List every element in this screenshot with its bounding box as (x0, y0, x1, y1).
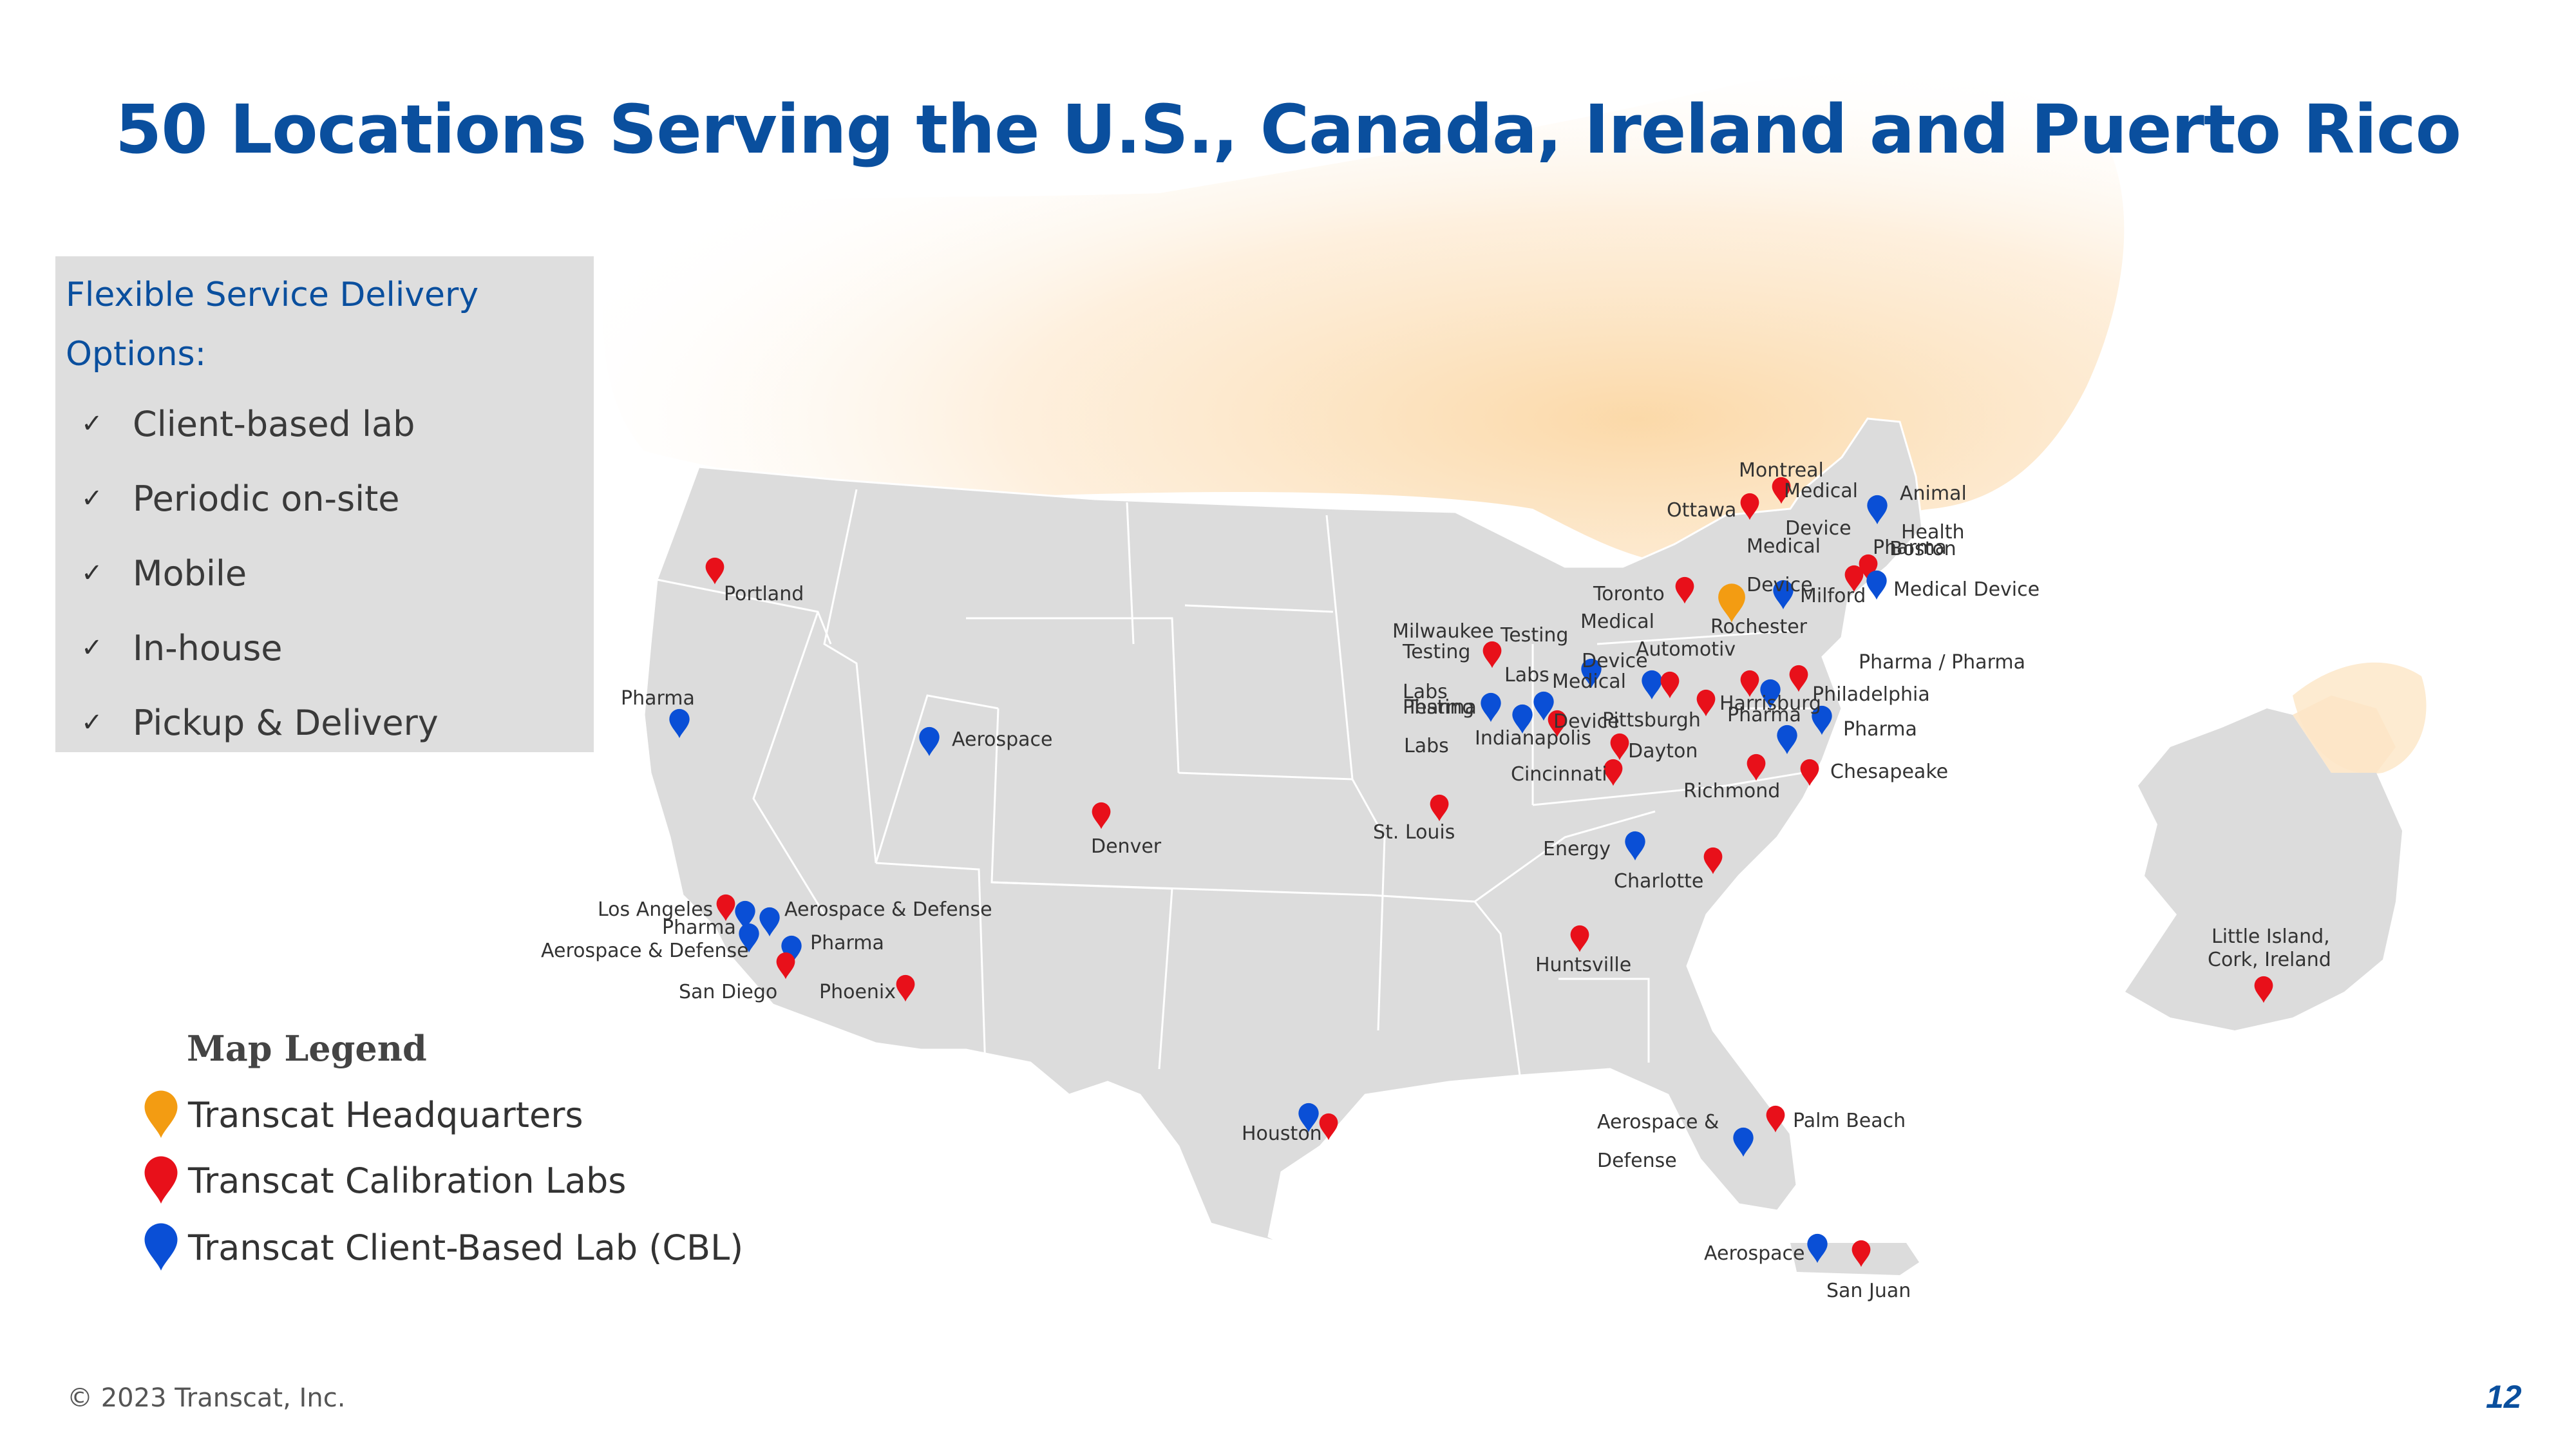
service-option-item: ✓ Pickup & Delivery (81, 697, 439, 748)
map-label: Palm Beach (1793, 1110, 1906, 1132)
legend-label: Transcat Client-Based Lab (CBL) (188, 1227, 744, 1268)
map-label: Chesapeake (1830, 761, 1948, 783)
service-options-panel: Flexible Service Delivery Options: ✓ Cli… (55, 256, 594, 752)
map-label: Indianapolis (1475, 727, 1591, 750)
checkmark-icon: ✓ (81, 633, 103, 663)
map-label: Ottawa (1667, 499, 1736, 522)
legend-item-headquarters: Transcat Headquarters (142, 1086, 583, 1144)
map-label: Houston (1242, 1122, 1322, 1145)
map-label: Cincinnati (1511, 763, 1607, 786)
map-label: Pittsburgh (1602, 709, 1701, 732)
blue-map-pin-icon (144, 1223, 178, 1271)
map-label: Aerospace & (1597, 1111, 1719, 1133)
map-label: Aerospace & Defense (541, 940, 749, 962)
map-label: Boston (1889, 538, 1956, 560)
map-label: Aerospace & Defense (784, 898, 992, 921)
map-label: Phoenix (819, 981, 896, 1003)
checkmark-icon: ✓ (81, 484, 103, 513)
map-label: Pharma (1843, 718, 1917, 741)
map-label: Dayton (1628, 740, 1698, 762)
service-option-label: In-house (133, 627, 283, 668)
map-label: Rochester (1710, 616, 1808, 638)
map-label: Aerospace (952, 728, 1053, 751)
map-label: Montreal (1739, 459, 1824, 482)
map-label: Little Island, (2211, 925, 2330, 948)
canada-landmass (603, 72, 2125, 568)
checkmark-icon: ✓ (81, 558, 103, 588)
map-label: Testing (1402, 641, 1470, 663)
copyright-notice: © 2023 Transcat, Inc. (67, 1383, 346, 1413)
map-label: Testing (1406, 696, 1474, 719)
page-number: 12 (2486, 1379, 2522, 1415)
service-option-label: Client-based lab (133, 403, 415, 444)
map-label: Portland (724, 583, 804, 605)
legend-label: Transcat Calibration Labs (188, 1160, 627, 1201)
map-label: Los Angeles (598, 898, 713, 921)
map-label: Pharma (1727, 704, 1801, 726)
state-boundaries (656, 489, 1823, 1076)
map-label: San Diego (679, 981, 777, 1003)
map-label: Device (1582, 650, 1648, 672)
legend-title: Map Legend (187, 1028, 427, 1069)
orange-map-pin-icon (144, 1090, 178, 1138)
service-option-label: Mobile (133, 553, 247, 594)
map-label: Pharma (1403, 696, 1477, 719)
checkmark-icon: ✓ (81, 409, 103, 439)
map-label: Automotiv (1636, 638, 1736, 661)
map-label: Pharma (1873, 536, 1947, 559)
map-label: Medical (1747, 535, 1821, 558)
map-label: Charlotte (1614, 870, 1703, 893)
map-label: Labs (1404, 735, 1449, 757)
map-label: Medical (1784, 480, 1858, 502)
map-label: Pharma (662, 916, 736, 939)
map-label: Cork, Ireland (2208, 949, 2331, 971)
ireland-landmass (2125, 708, 2402, 1030)
map-pin-boston-cbl[interactable] (1866, 570, 1887, 600)
map-label: Health (1901, 521, 1965, 544)
map-label: Medical Device (1893, 578, 2040, 601)
map-label: Device (1553, 710, 1620, 733)
map-label: Device (1785, 517, 1852, 540)
map-label: Denver (1091, 835, 1162, 858)
service-option-item: ✓ In-house (81, 622, 282, 674)
service-option-item: ✓ Client-based lab (81, 398, 415, 450)
red-map-pin-icon (144, 1156, 178, 1204)
map-label: St. Louis (1373, 821, 1455, 844)
map-label: Harrisburg (1719, 692, 1821, 715)
service-option-item: ✓ Periodic on-site (81, 473, 400, 524)
map-label: Richmond (1683, 780, 1780, 802)
service-option-label: Pickup & Delivery (133, 702, 439, 743)
service-option-item: ✓ Mobile (81, 547, 247, 599)
map-label: Medical (1580, 611, 1654, 633)
map-label: Milford (1800, 585, 1866, 607)
map-label: Labs (1504, 664, 1549, 687)
map-label: San Juan (1826, 1280, 1911, 1302)
map-label: Medical (1552, 670, 1626, 693)
northern-ireland-area (2293, 696, 2396, 773)
map-label: Pharma (810, 932, 884, 954)
united-states-landmass (643, 417, 1924, 1244)
map-label: Energy (1543, 838, 1611, 860)
map-label: Pharma / Pharma (1859, 651, 2025, 674)
service-options-heading: Flexible Service Delivery Options: (66, 276, 479, 374)
service-option-label: Periodic on-site (133, 478, 400, 519)
map-label: Aerospace (1704, 1242, 1805, 1265)
map-label: Pharma (621, 687, 695, 710)
map-label: Defense (1597, 1150, 1677, 1172)
map-label: Device (1747, 574, 1813, 596)
map-label: Labs (1403, 681, 1448, 703)
map-label: Philadelphia (1812, 683, 1930, 706)
legend-item-client-based-lab: Transcat Client-Based Lab (CBL) (142, 1218, 743, 1276)
page-title: 50 Locations Serving the U.S., Canada, I… (115, 90, 2461, 169)
map-label: Testing (1500, 624, 1568, 647)
legend-item-calibration-labs: Transcat Calibration Labs (142, 1151, 626, 1209)
legend-label: Transcat Headquarters (188, 1094, 583, 1135)
checkmark-icon: ✓ (81, 708, 103, 737)
map-label: Toronto (1593, 583, 1665, 605)
map-label: Milwaukee (1392, 620, 1494, 643)
map-label: Animal (1900, 482, 1967, 505)
map-label: Huntsville (1535, 954, 1631, 976)
